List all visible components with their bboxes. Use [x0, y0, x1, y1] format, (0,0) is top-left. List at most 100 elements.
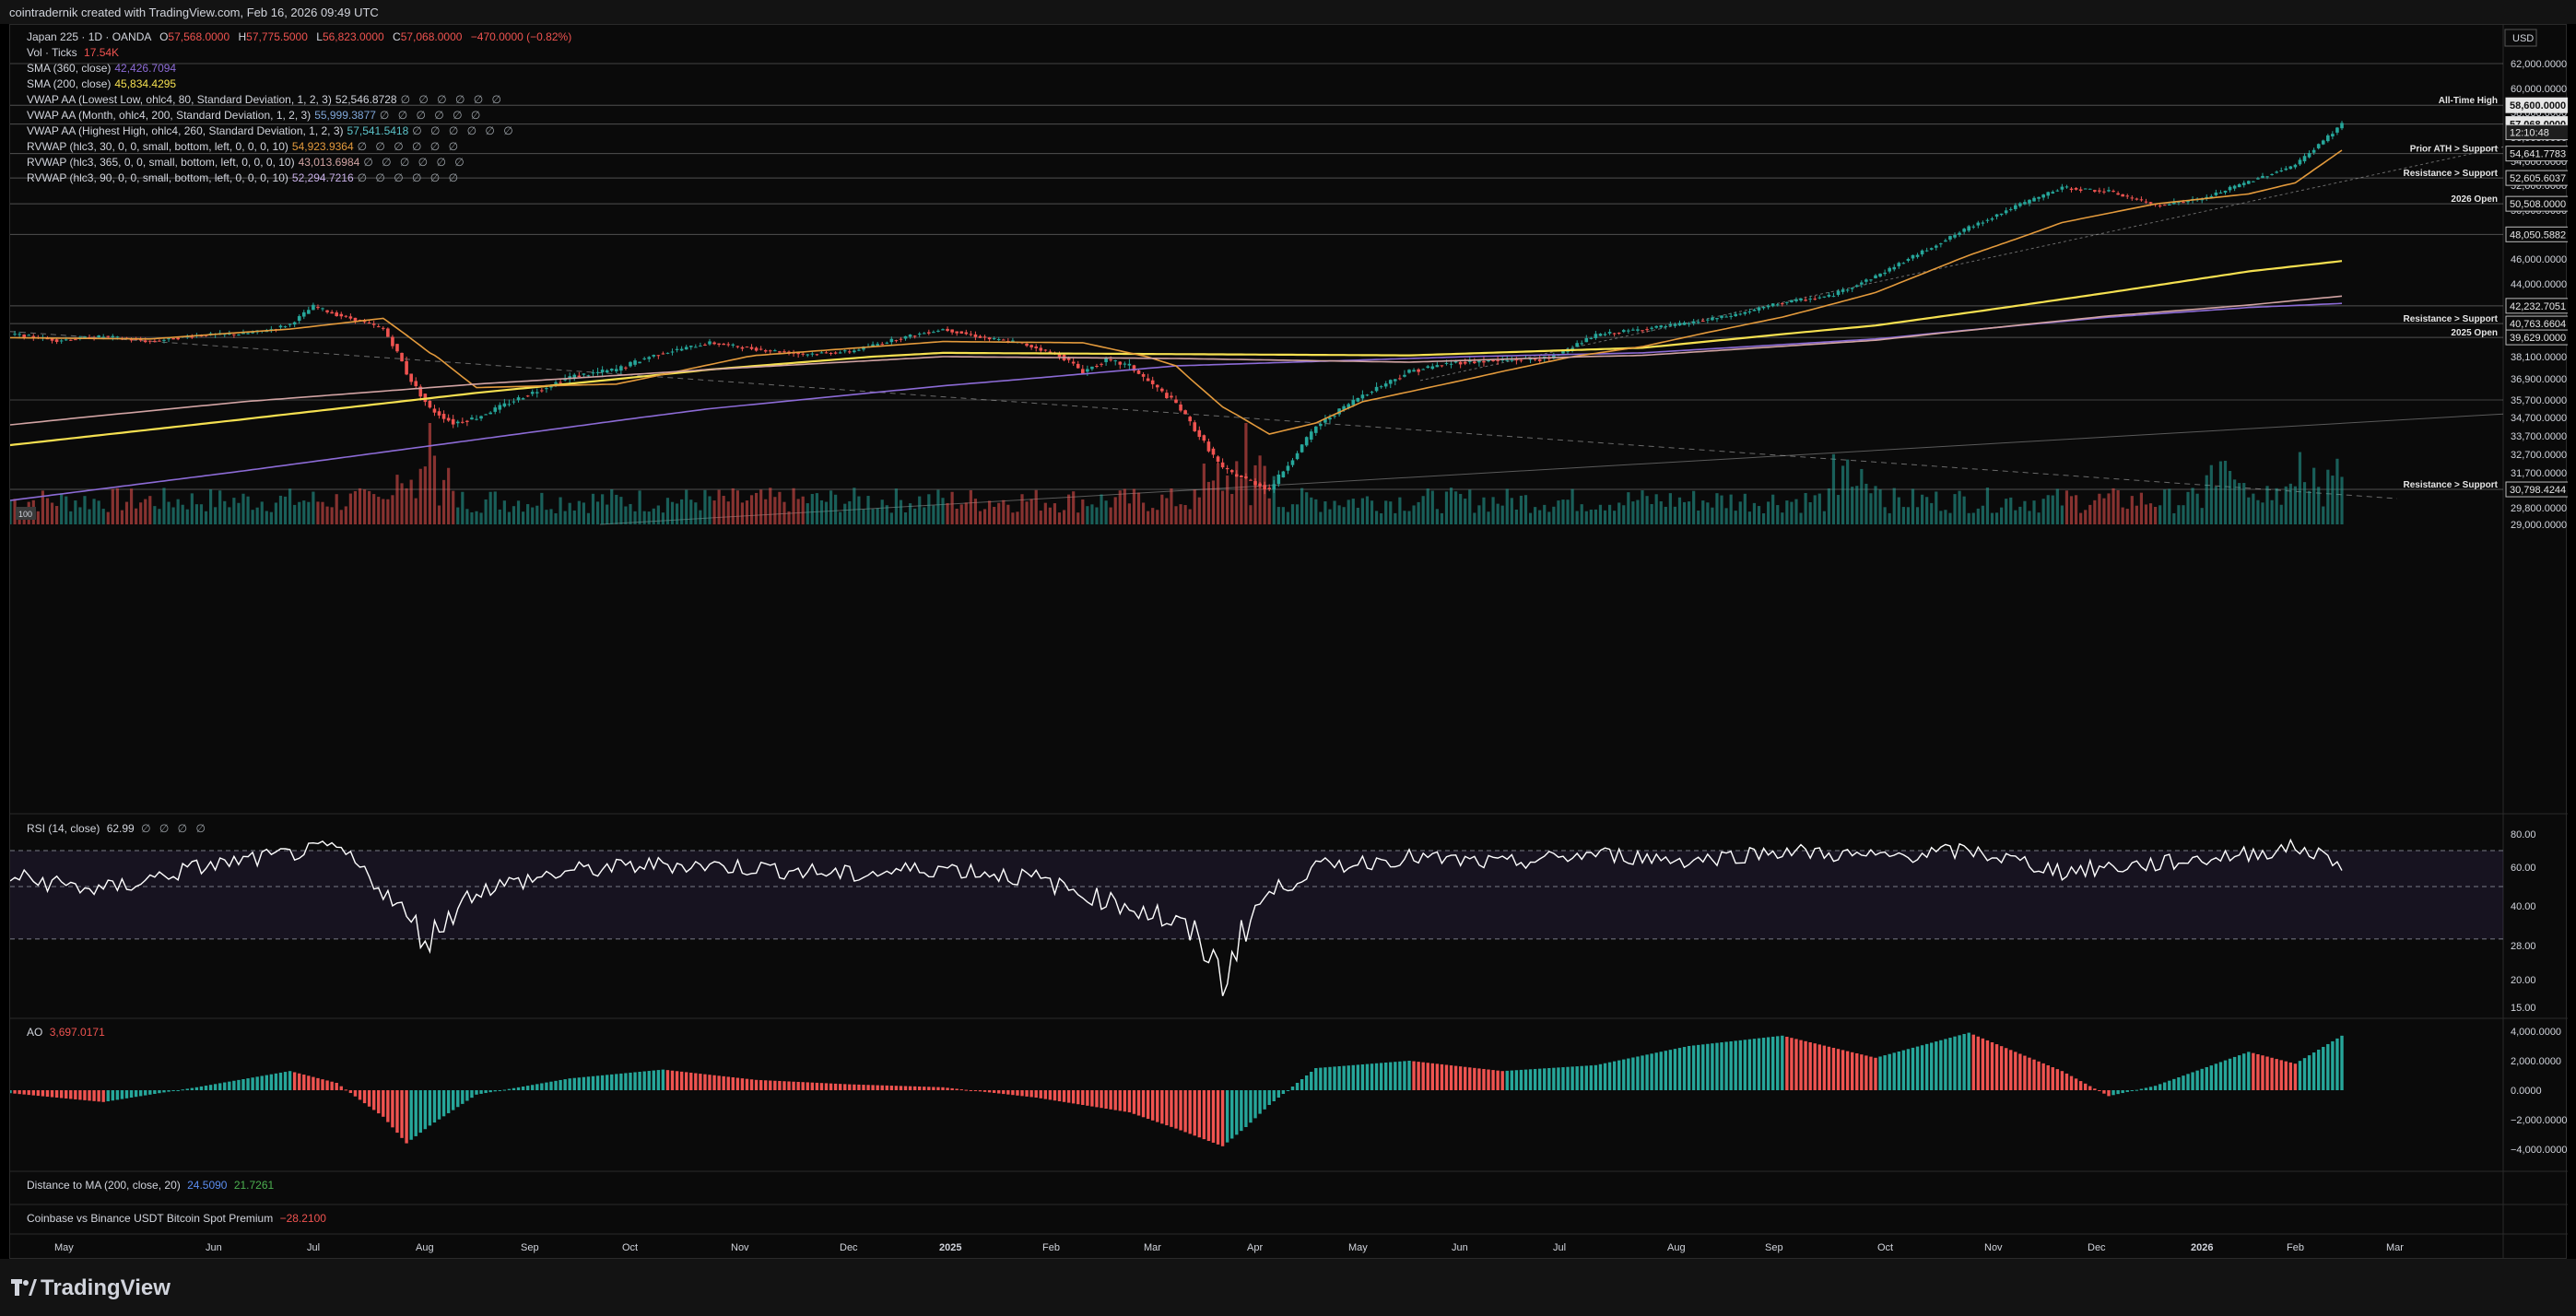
volume-bar	[2088, 504, 2092, 524]
chart-canvas[interactable]: 62,000.000060,000.000058,000.000056,000.…	[10, 25, 2568, 1260]
ao-bar	[2177, 1077, 2181, 1090]
candle-body	[824, 352, 829, 354]
open-label: O	[159, 30, 169, 43]
volume-bar	[1305, 492, 1309, 524]
ao-bar	[699, 1074, 702, 1090]
ao-bar	[54, 1090, 59, 1098]
candle-body	[842, 350, 847, 352]
volume-bar	[1528, 512, 1533, 524]
volume-bar	[1547, 511, 1551, 524]
candle-body	[1854, 285, 1859, 288]
ao-bar	[722, 1075, 725, 1090]
candle-body	[1412, 370, 1416, 372]
ao-bar	[1053, 1090, 1057, 1101]
volume-bar	[1897, 497, 1900, 524]
tradingview-logo[interactable]: TradingView	[41, 1275, 171, 1300]
ao-bar	[1851, 1052, 1854, 1090]
candle-body	[1934, 245, 1938, 248]
ao-bar	[1557, 1067, 1560, 1090]
candle-body	[1407, 370, 1411, 373]
ao-tick-label: −4,000.0000	[2511, 1145, 2567, 1156]
close-value: 57,068.0000	[400, 30, 463, 43]
time-axis-label: Jul	[1553, 1242, 1566, 1253]
volume-bar	[964, 502, 968, 524]
ao-bar	[432, 1090, 437, 1123]
volume-bar	[1100, 494, 1103, 524]
symbol-label: Japan 225 · 1D · OANDA	[27, 30, 151, 43]
time-axis-label: Mar	[2386, 1242, 2404, 1253]
candle-body	[1473, 361, 1476, 364]
ao-bar	[106, 1090, 110, 1101]
candle-body	[1757, 307, 1761, 311]
candle-body	[1878, 273, 1882, 277]
candle-body	[1924, 250, 1929, 252]
ao-bar	[1197, 1090, 1201, 1138]
ao-bar	[1253, 1090, 1257, 1119]
candle-body	[1086, 369, 1089, 372]
candle-body	[1570, 347, 1574, 350]
indicator-value: 57,541.5418	[347, 124, 409, 137]
volume-bar	[10, 500, 12, 524]
candle-body	[2340, 123, 2344, 129]
candle-body	[1617, 332, 1621, 334]
chart-frame[interactable]: 62,000.000060,000.000058,000.000056,000.…	[9, 24, 2568, 1260]
ao-bar	[908, 1086, 912, 1090]
volume-bar	[568, 502, 571, 524]
volume-bar	[871, 509, 875, 524]
volume-bar	[1841, 465, 1845, 524]
top-bar: cointradernik created with TradingView.c…	[0, 0, 2576, 24]
candle-body	[2302, 156, 2307, 162]
volume-bar	[745, 500, 749, 524]
candle-body	[1958, 232, 1961, 235]
volume-bar	[834, 494, 838, 524]
candle-body	[2130, 197, 2135, 199]
candle-body	[1146, 378, 1150, 382]
volume-bar	[1804, 492, 1807, 524]
candle-body	[1729, 315, 1733, 317]
ao-bar	[386, 1090, 390, 1122]
volume-bar	[2051, 495, 2054, 524]
rsi-legend: RSI (14, close) 62.99 ∅ ∅ ∅ ∅	[27, 822, 208, 835]
time-axis-label: May	[1348, 1242, 1368, 1253]
volume-bar	[283, 496, 288, 524]
volume-bar	[1272, 476, 1276, 524]
ao-bar	[1071, 1090, 1076, 1104]
volume-bar	[699, 510, 702, 524]
candle-body	[143, 340, 147, 343]
ao-bar	[1603, 1063, 1607, 1090]
volume-bar	[1034, 489, 1038, 524]
volume-bar	[1650, 503, 1653, 524]
volume-bar	[722, 496, 725, 524]
volume-bar	[899, 499, 903, 524]
candle-body	[269, 329, 274, 331]
ao-bar	[2265, 1056, 2269, 1090]
candle-body	[400, 352, 404, 362]
ao-bar	[2135, 1089, 2139, 1091]
candle-body	[885, 342, 889, 344]
volume-bar	[1654, 494, 1658, 524]
candle-body	[129, 339, 134, 341]
ao-bar	[144, 1090, 147, 1096]
candle-body	[1711, 317, 1714, 321]
ao-bar	[1580, 1065, 1583, 1090]
ao-bar	[2191, 1072, 2194, 1090]
volume-bar	[1286, 511, 1290, 524]
candle-body	[1781, 303, 1784, 305]
indicator-value: 52,546.8728	[335, 93, 397, 106]
ao-bar	[1179, 1090, 1182, 1131]
ao-bar	[269, 1074, 274, 1090]
candle-body	[111, 335, 115, 338]
ao-bar	[498, 1090, 501, 1091]
ao-bar	[1519, 1069, 1523, 1090]
volume-bar	[1141, 502, 1146, 524]
distance-ma-value-1: 24.5090	[187, 1179, 228, 1192]
candle-body	[74, 339, 77, 341]
volume-bar	[171, 507, 175, 524]
volume-bar	[1864, 483, 1868, 524]
volume-bar	[1757, 506, 1761, 524]
volume-bar	[531, 507, 535, 524]
volume-bar	[889, 512, 893, 524]
ao-bar	[1370, 1063, 1374, 1090]
price-tick-label: 35,700.0000	[2511, 395, 2567, 406]
ma-line	[10, 149, 2343, 435]
